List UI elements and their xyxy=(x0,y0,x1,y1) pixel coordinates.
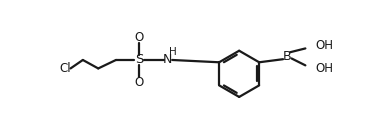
Text: B: B xyxy=(283,50,291,63)
Text: N: N xyxy=(163,53,172,66)
Text: Cl: Cl xyxy=(59,62,71,75)
Text: O: O xyxy=(135,76,144,89)
Text: O: O xyxy=(135,31,144,44)
Text: OH: OH xyxy=(315,39,333,52)
Text: H: H xyxy=(169,47,177,57)
Text: OH: OH xyxy=(315,62,333,75)
Text: S: S xyxy=(135,53,143,66)
